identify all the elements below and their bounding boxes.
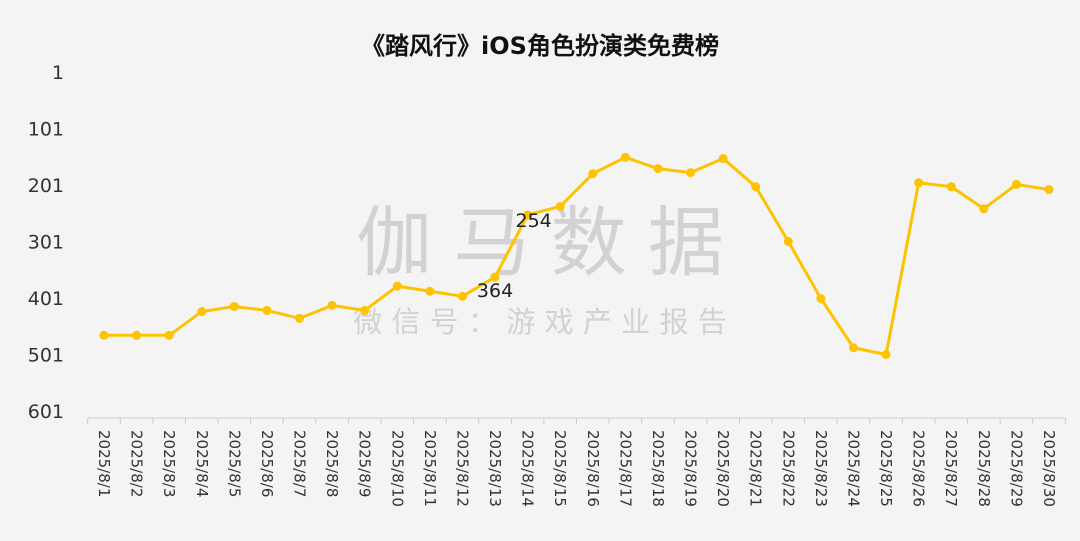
data-label: 364: [477, 280, 513, 302]
x-tick-label: 2025/8/7: [291, 430, 309, 497]
x-tick-label: 2025/8/30: [1040, 430, 1058, 507]
data-point: [588, 169, 598, 179]
x-tick-label: 2025/8/9: [356, 430, 374, 497]
data-point: [620, 152, 630, 162]
data-point: [229, 301, 239, 311]
x-tick-label: 2025/8/13: [486, 430, 504, 507]
data-point: [523, 210, 533, 220]
data-point: [718, 153, 728, 163]
x-tick-label: 2025/8/15: [551, 430, 569, 507]
data-point: [914, 178, 924, 188]
data-point: [946, 182, 956, 192]
chart-title: 《踏风行》iOS角色扮演类免费榜: [361, 32, 719, 60]
y-tick-label: 301: [28, 232, 64, 254]
y-tick-label: 201: [28, 175, 64, 197]
x-tick-label: 2025/8/14: [519, 430, 537, 507]
x-tick-label: 2025/8/11: [421, 430, 439, 507]
x-tick-label: 2025/8/25: [877, 430, 895, 507]
data-point: [425, 286, 435, 296]
x-tick-label: 2025/8/3: [160, 430, 178, 497]
data-point: [881, 350, 891, 359]
y-tick-label: 101: [28, 119, 64, 141]
data-point: [848, 343, 858, 353]
x-tick-label: 2025/8/27: [942, 430, 960, 507]
x-tick-label: 2025/8/23: [812, 430, 830, 507]
y-tick-label: 501: [28, 345, 64, 367]
data-point: [653, 164, 663, 174]
data-point: [262, 305, 272, 315]
x-tick-label: 2025/8/24: [844, 430, 862, 507]
data-point: [490, 272, 500, 282]
data-point: [327, 300, 337, 310]
x-tick-label: 2025/8/18: [649, 430, 667, 507]
x-tick-label: 2025/8/4: [193, 430, 211, 497]
y-tick-label: 1: [52, 62, 64, 84]
x-tick-label: 2025/8/16: [584, 430, 602, 507]
x-tick-label: 2025/8/20: [714, 430, 732, 507]
x-tick-label: 2025/8/19: [682, 430, 700, 507]
data-point: [555, 201, 565, 211]
x-tick-label: 2025/8/22: [779, 430, 797, 507]
data-point: [816, 294, 826, 304]
x-tick-label: 2025/8/26: [910, 430, 928, 507]
data-point: [1044, 185, 1054, 195]
data-point: [686, 168, 696, 178]
x-tick-label: 2025/8/21: [747, 430, 765, 507]
x-tick-label: 2025/8/17: [616, 430, 634, 507]
x-tick-label: 2025/8/2: [128, 430, 146, 497]
data-label: 254: [515, 210, 551, 232]
y-tick-label: 401: [28, 288, 64, 310]
x-tick-label: 2025/8/10: [388, 430, 406, 507]
x-tick-label: 2025/8/29: [1007, 430, 1025, 507]
series-line: [102, 155, 1051, 356]
data-point: [457, 291, 467, 301]
x-tick-label: 2025/8/6: [258, 430, 276, 497]
x-tick-label: 2025/8/28: [975, 430, 993, 507]
data-point: [132, 330, 142, 340]
data-point: [979, 204, 989, 214]
data-point: [295, 313, 305, 323]
data-point: [1011, 179, 1021, 189]
data-point: [751, 182, 761, 192]
data-point: [392, 281, 402, 291]
data-point: [783, 237, 793, 246]
data-point: [99, 330, 109, 340]
x-tick-label: 2025/8/8: [323, 430, 341, 497]
x-tick-label: 2025/8/1: [95, 430, 113, 497]
data-point: [164, 330, 174, 340]
x-tick-label: 2025/8/12: [453, 430, 471, 507]
y-tick-label: 601: [28, 401, 64, 423]
data-point: [197, 307, 207, 317]
data-point: [360, 305, 370, 315]
x-tick-label: 2025/8/5: [225, 430, 243, 497]
